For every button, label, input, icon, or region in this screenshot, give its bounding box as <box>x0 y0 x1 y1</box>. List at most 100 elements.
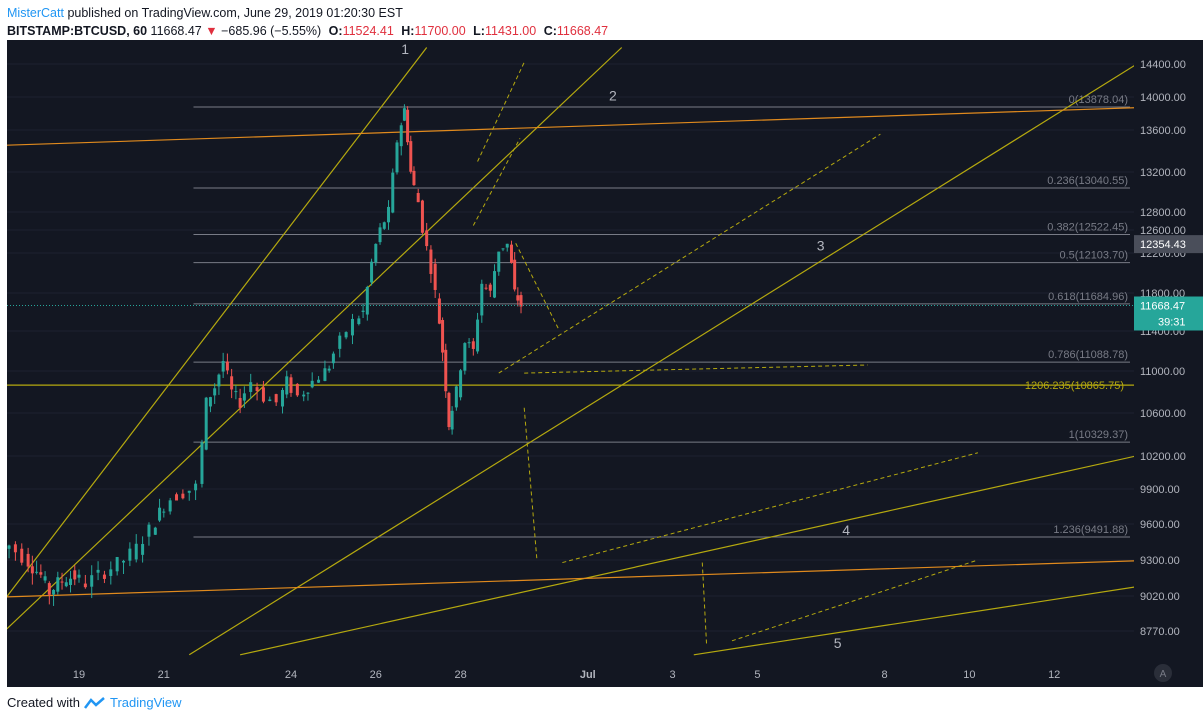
auto-scale-icon: A <box>1160 669 1167 680</box>
candle-body <box>96 569 100 573</box>
candle-body <box>488 284 492 291</box>
chart-pane[interactable]: 0(13878.04) 0.236(13040.55) 0.382(12522.45… <box>0 40 1161 660</box>
candle-body <box>289 377 293 393</box>
symbol-label: BITSTAMP:BTCUSD, 60 <box>7 24 148 38</box>
candle-body <box>441 320 445 353</box>
candle-body <box>350 318 354 336</box>
price-change: −685.96 (−5.55%) <box>221 24 322 38</box>
fib-level-label: 1(10329.37) <box>1069 429 1128 441</box>
price-tick-label: 10200.00 <box>1140 451 1186 463</box>
candle-body <box>338 335 342 349</box>
candle-body <box>501 248 505 250</box>
candle-body <box>310 380 314 388</box>
fib-level-label: 0.786(11088.78) <box>1048 349 1128 361</box>
footer: Created with TradingView <box>7 695 182 710</box>
candle-body <box>204 397 208 450</box>
author-name[interactable]: MisterCatt <box>7 6 64 20</box>
candle-body <box>395 142 399 173</box>
candle-body <box>274 394 278 403</box>
tradingview-brand[interactable]: TradingView <box>109 695 182 710</box>
low-label: L: <box>473 24 485 38</box>
candle-body <box>194 483 198 491</box>
crosshair-price-text: 12354.43 <box>1140 239 1186 251</box>
candle-body <box>409 141 413 172</box>
candle-body <box>221 361 225 372</box>
candle-body <box>255 387 259 392</box>
price-tick-label: 9300.00 <box>1140 555 1180 567</box>
candle-body <box>459 370 463 398</box>
high-value: 11700.00 <box>414 24 466 38</box>
candle-body <box>43 576 47 581</box>
candle-body <box>402 108 406 121</box>
auto-scale-button[interactable] <box>1154 664 1172 682</box>
projection-arrow <box>731 559 979 642</box>
countdown-text: 39:31 <box>1158 316 1186 328</box>
projection-arrow <box>524 364 868 374</box>
created-with-label: Created with <box>7 695 80 710</box>
candle-body <box>83 583 87 588</box>
chart-svg[interactable]: 0(13878.04) 0.236(13040.55) 0.382(12522.45… <box>0 40 1161 660</box>
price-tick-label: 8770.00 <box>1140 626 1180 638</box>
price-tick-label: 11000.00 <box>1140 366 1185 378</box>
candle-body <box>471 341 475 349</box>
candle-body <box>516 295 520 301</box>
chart-header: MisterCatt published on TradingView.com,… <box>7 4 608 40</box>
candle-body <box>39 572 43 575</box>
candle-body <box>497 251 501 272</box>
candle-body <box>399 125 403 147</box>
candle-body <box>115 557 119 572</box>
candle-body <box>306 392 310 394</box>
price-tick-label: 14000.00 <box>1140 92 1186 104</box>
candle-body <box>480 283 484 316</box>
fib-level-label: 0.236(13040.55) <box>1047 175 1128 187</box>
candle-body <box>327 368 331 371</box>
price-axis[interactable]: 14400.00 14000.00 13600.00 13200.00 12800.00… <box>1134 40 1203 660</box>
candle-body <box>230 376 234 390</box>
candle-body <box>317 379 321 383</box>
candle-body <box>476 319 480 352</box>
time-tick-label: Jul <box>580 669 596 681</box>
candle-body <box>20 548 24 563</box>
axis-corner: A <box>1134 660 1203 687</box>
price-axis-svg[interactable]: 14400.00 14000.00 13600.00 13200.00 12800.00… <box>1134 40 1203 660</box>
candle-body <box>416 192 420 203</box>
trend-line <box>0 106 1161 147</box>
time-tick-label: 10 <box>963 669 975 681</box>
open-value: 11524.41 <box>342 24 394 38</box>
candle-body <box>323 368 327 381</box>
candle-body <box>378 227 382 243</box>
candle-body <box>370 261 374 283</box>
time-axis[interactable]: 19 21 24 26 28 Jul 3 5 8 10 12 <box>7 660 1134 687</box>
trend-line <box>0 47 428 607</box>
time-tick-label: 12 <box>1048 669 1060 681</box>
fib-level-label: 0(13878.04) <box>1069 94 1128 106</box>
price-tick-label: 12600.00 <box>1140 225 1186 237</box>
time-axis-svg[interactable]: 19 21 24 26 28 Jul 3 5 8 10 12 <box>7 660 1134 687</box>
time-tick-label: 5 <box>754 669 760 681</box>
fib-level-label: 1.236(9491.88) <box>1053 524 1128 536</box>
time-tick-label: 21 <box>158 669 170 681</box>
candle-body <box>493 271 497 298</box>
candle-body <box>102 574 106 579</box>
candle-body <box>433 263 437 290</box>
candle-body <box>52 589 56 595</box>
time-tick-label: 28 <box>454 669 466 681</box>
candle-body <box>238 398 242 408</box>
ohlc-line: BITSTAMP:BTCUSD, 60 11668.47 ▼ −685.96 (… <box>7 22 608 40</box>
candle-body <box>261 387 265 402</box>
candle-body <box>447 392 451 428</box>
candle-body <box>168 500 172 512</box>
candle-body <box>147 524 151 537</box>
candle-body <box>387 206 391 223</box>
close-label: C: <box>543 24 557 38</box>
candle-body <box>187 490 191 493</box>
candle-body <box>344 332 348 338</box>
tradingview-logo-icon <box>83 696 105 709</box>
wave-label: 4 <box>842 522 850 538</box>
candle-body <box>509 244 513 263</box>
candle-body <box>420 200 424 233</box>
candle-body <box>90 575 94 587</box>
price-tick-label: 13200.00 <box>1140 167 1186 179</box>
wave-label: 1 <box>401 41 409 57</box>
candle-body <box>213 388 217 396</box>
